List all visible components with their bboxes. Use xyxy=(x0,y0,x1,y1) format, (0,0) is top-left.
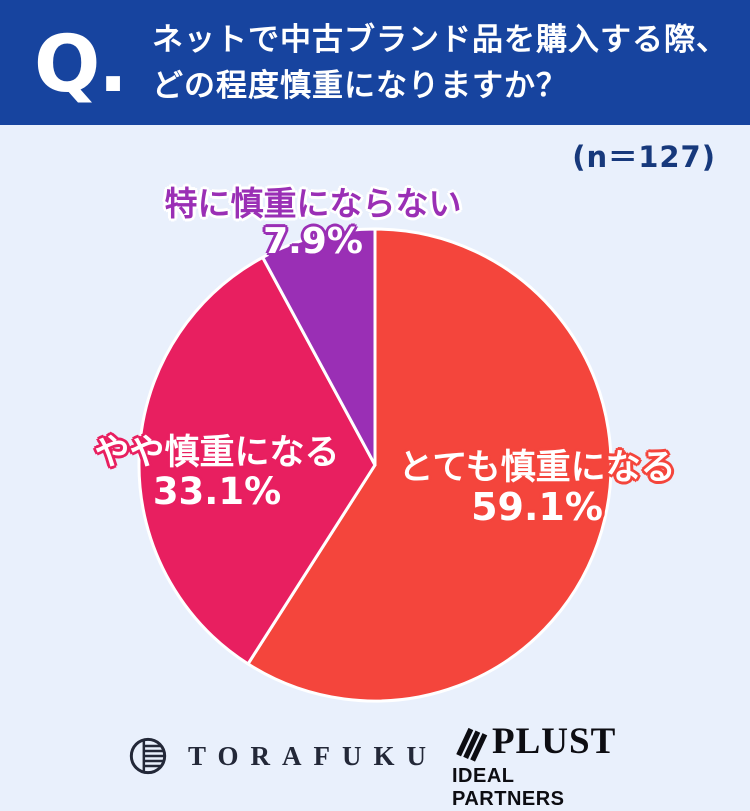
slice-label-not-cautious-text: 特に慎重にならない xyxy=(164,184,462,223)
plust-slashes-icon xyxy=(456,727,488,762)
torafuku-logo: TORAFUKU xyxy=(128,736,438,776)
pie-slice-1 xyxy=(246,227,613,703)
question-title-line2: どの程度慎重になりますか？ xyxy=(151,67,568,104)
pie-chart-svg xyxy=(137,227,613,703)
footer-logos: TORAFUKU PLUST IDEAL PARTNERS xyxy=(0,722,750,810)
sample-size-label: (n＝127) xyxy=(572,140,716,174)
question-title: ネットで中古ブランド品を購入する際、 どの程度慎重になりますか？ xyxy=(152,17,728,109)
slice-label-very-cautious-percent: 59.1% xyxy=(471,485,603,529)
slice-label-not-cautious: 特に慎重にならない 7.9% xyxy=(133,185,493,261)
torafuku-logo-text: TORAFUKU xyxy=(188,740,439,771)
slice-label-somewhat-cautious: やや慎重になる 33.1% xyxy=(37,434,397,512)
slice-label-somewhat-cautious-text: やや慎重になる xyxy=(94,433,340,473)
plust-logo-text: PLUST xyxy=(492,721,617,762)
pie-slice-3 xyxy=(261,227,377,467)
torafuku-crest-icon xyxy=(129,737,167,775)
plust-logo-subtext: IDEAL PARTNERS xyxy=(452,765,565,810)
slice-label-very-cautious: とても慎重になる 59.1% xyxy=(357,449,717,527)
plust-logo-row: PLUST xyxy=(452,722,622,764)
plust-logo: PLUST IDEAL PARTNERS xyxy=(452,722,622,811)
slice-label-somewhat-cautious-percent: 33.1% xyxy=(152,470,282,513)
question-title-line1: ネットで中古ブランド品を購入する際、 xyxy=(151,21,728,58)
question-header: Q. ネットで中古ブランド品を購入する際、 どの程度慎重になりますか？ xyxy=(0,0,750,125)
q-mark: Q. xyxy=(34,19,128,110)
slice-label-not-cautious-percent: 7.9% xyxy=(263,221,363,262)
slice-label-very-cautious-text: とても慎重になる xyxy=(398,448,676,488)
